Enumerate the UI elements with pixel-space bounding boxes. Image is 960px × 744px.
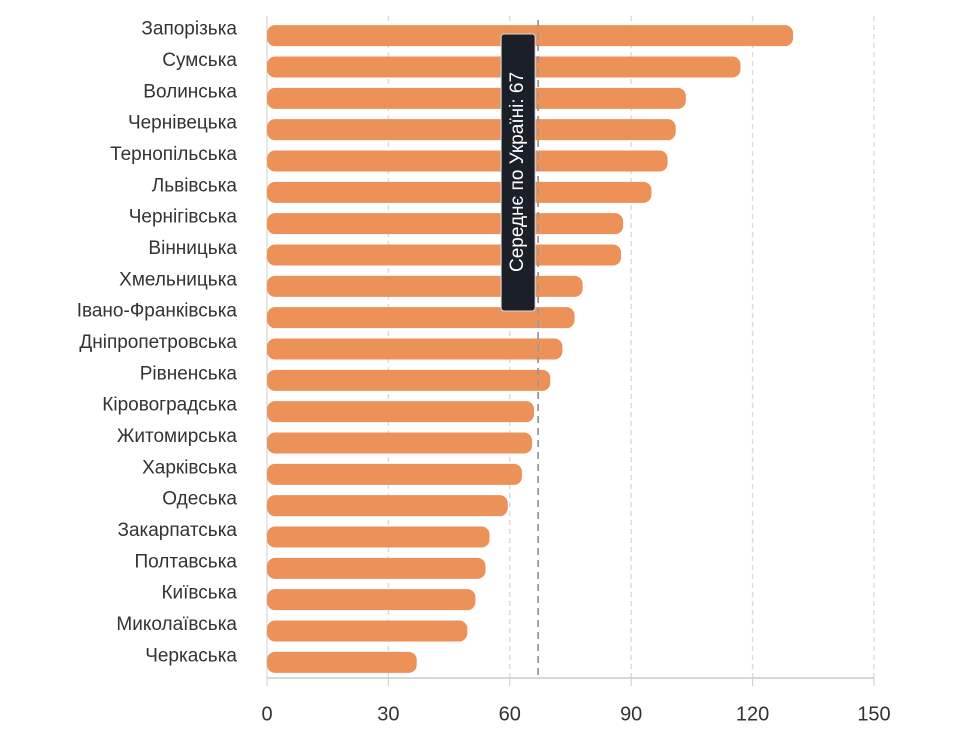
- y-tick-label: Житомирська: [117, 426, 238, 447]
- x-tick-label: 60: [499, 703, 521, 725]
- y-tick-label: Кіровоградська: [102, 395, 237, 416]
- bar: [267, 369, 551, 391]
- y-tick-label: Дніпропетровська: [79, 332, 237, 353]
- x-tick-label: 30: [377, 703, 399, 725]
- y-tick-label: Полтавська: [134, 551, 237, 572]
- bar: [267, 87, 686, 109]
- bar: [267, 589, 476, 611]
- bar: [267, 463, 522, 485]
- bar: [267, 526, 490, 548]
- bar: [267, 651, 417, 673]
- y-tick-label: Чернівецька: [128, 113, 237, 134]
- x-tick-label: 120: [736, 703, 769, 725]
- x-tick-label: 0: [261, 703, 272, 725]
- bar: [267, 119, 676, 141]
- y-tick-label: Рівненська: [140, 363, 238, 384]
- y-tick-label: Харківська: [142, 457, 237, 478]
- bar: [267, 557, 486, 579]
- y-tick-label: Хмельницька: [119, 269, 237, 290]
- bar: [267, 432, 533, 454]
- y-tick-label: Івано-Франківська: [77, 301, 238, 322]
- average-label-text: Середнє по Україні: 67: [507, 72, 528, 272]
- y-tick-label: Вінницька: [148, 238, 237, 259]
- y-tick-label: Запорізька: [141, 19, 237, 40]
- y-tick-label: Сумська: [162, 50, 237, 71]
- x-tick-label: 150: [857, 703, 890, 725]
- y-tick-label: Одеська: [162, 489, 237, 510]
- average-label-box: [500, 33, 536, 312]
- y-tick-label: Львівська: [152, 175, 238, 196]
- y-tick-label: Тернопільська: [110, 144, 237, 165]
- bar: [267, 244, 622, 266]
- bar: [267, 150, 668, 172]
- bar: [267, 401, 535, 423]
- y-tick-label: Волинська: [143, 81, 237, 102]
- y-tick-label: Миколаївська: [116, 614, 237, 635]
- x-tick-label: 90: [620, 703, 642, 725]
- bar: [267, 181, 652, 203]
- y-tick-label: Київська: [161, 583, 237, 604]
- bar: [267, 338, 563, 360]
- bar: [267, 213, 624, 235]
- y-tick-label: Закарпатська: [117, 520, 237, 541]
- bar: [267, 307, 575, 329]
- y-tick-label: Черкаська: [145, 645, 237, 666]
- bar: [267, 620, 468, 642]
- y-tick-label: Чернігівська: [129, 207, 238, 228]
- average-label: Середнє по Україні: 67: [500, 33, 536, 312]
- bar: [267, 495, 508, 517]
